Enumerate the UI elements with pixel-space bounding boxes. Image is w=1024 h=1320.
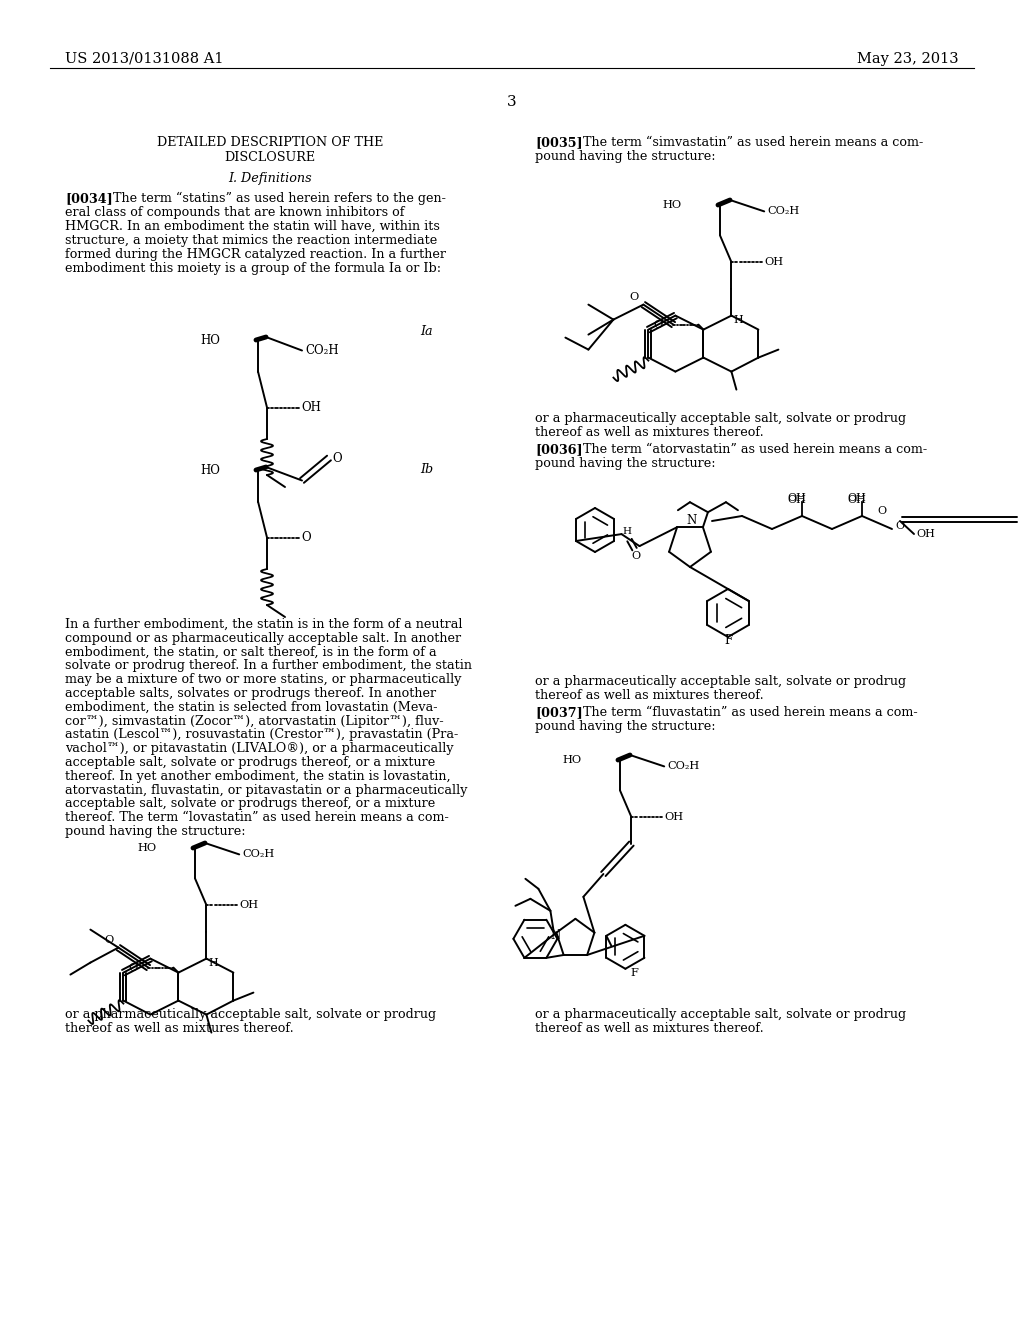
Text: HO: HO: [200, 334, 220, 346]
Text: OH: OH: [765, 257, 784, 267]
Text: [0034]: [0034]: [65, 191, 113, 205]
Text: H: H: [623, 527, 632, 536]
Text: HO: HO: [200, 463, 220, 477]
Text: HMGCR. In an embodiment the statin will have, within its: HMGCR. In an embodiment the statin will …: [65, 220, 440, 234]
Text: pound having the structure:: pound having the structure:: [535, 719, 716, 733]
Text: cor™), simvastatin (Zocor™), atorvastatin (Lipitor™), fluv-: cor™), simvastatin (Zocor™), atorvastati…: [65, 714, 443, 727]
Text: 3: 3: [507, 95, 517, 110]
Text: HO: HO: [138, 843, 157, 853]
Text: embodiment, the statin, or salt thereof, is in the form of a: embodiment, the statin, or salt thereof,…: [65, 645, 436, 659]
Text: HO: HO: [563, 755, 582, 766]
Text: F: F: [724, 635, 732, 648]
Text: thereof. The term “lovastatin” as used herein means a com-: thereof. The term “lovastatin” as used h…: [65, 812, 449, 824]
Text: O: O: [895, 521, 904, 531]
Text: thereof as well as mixtures thereof.: thereof as well as mixtures thereof.: [535, 689, 764, 702]
Text: acceptable salt, solvate or prodrugs thereof, or a mixture: acceptable salt, solvate or prodrugs the…: [65, 756, 435, 770]
Text: The term “atorvastatin” as used herein means a com-: The term “atorvastatin” as used herein m…: [583, 444, 927, 455]
Text: acceptable salts, solvates or prodrugs thereof. In another: acceptable salts, solvates or prodrugs t…: [65, 686, 436, 700]
Text: formed during the HMGCR catalyzed reaction. In a further: formed during the HMGCR catalyzed reacti…: [65, 248, 446, 261]
Text: pound having the structure:: pound having the structure:: [535, 150, 716, 162]
Text: OH: OH: [848, 495, 866, 506]
Text: or a pharmaceutically acceptable salt, solvate or prodrug: or a pharmaceutically acceptable salt, s…: [535, 1008, 906, 1020]
Text: O: O: [632, 552, 641, 561]
Text: embodiment, the statin is selected from lovastatin (Meva-: embodiment, the statin is selected from …: [65, 701, 437, 714]
Text: pound having the structure:: pound having the structure:: [65, 825, 246, 838]
Text: OH: OH: [665, 812, 684, 822]
Text: OH: OH: [848, 492, 866, 503]
Text: O: O: [128, 962, 137, 973]
Text: OH: OH: [301, 401, 322, 414]
Text: US 2013/0131088 A1: US 2013/0131088 A1: [65, 51, 223, 66]
Text: O: O: [104, 935, 114, 945]
Text: H: H: [209, 957, 218, 968]
Text: OH: OH: [240, 900, 259, 909]
Text: thereof as well as mixtures thereof.: thereof as well as mixtures thereof.: [535, 426, 764, 440]
Text: or a pharmaceutically acceptable salt, solvate or prodrug: or a pharmaceutically acceptable salt, s…: [535, 412, 906, 425]
Text: atorvastatin, fluvastatin, or pitavastatin or a pharmaceutically: atorvastatin, fluvastatin, or pitavastat…: [65, 784, 468, 796]
Text: I. Definitions: I. Definitions: [228, 172, 312, 185]
Text: The term “fluvastatin” as used herein means a com-: The term “fluvastatin” as used herein me…: [583, 706, 918, 719]
Text: or a pharmaceutically acceptable salt, solvate or prodrug: or a pharmaceutically acceptable salt, s…: [535, 675, 906, 688]
Text: OH: OH: [787, 495, 807, 506]
Text: eral class of compounds that are known inhibitors of: eral class of compounds that are known i…: [65, 206, 404, 219]
Text: compound or as pharmaceutically acceptable salt. In another: compound or as pharmaceutically acceptab…: [65, 632, 461, 644]
Text: Ia: Ia: [420, 325, 432, 338]
Text: structure, a moiety that mimics the reaction intermediate: structure, a moiety that mimics the reac…: [65, 234, 437, 247]
Text: CO₂H: CO₂H: [767, 206, 800, 216]
Text: thereof. In yet another embodiment, the statin is lovastatin,: thereof. In yet another embodiment, the …: [65, 770, 451, 783]
Text: O: O: [653, 319, 663, 330]
Text: thereof as well as mixtures thereof.: thereof as well as mixtures thereof.: [535, 1022, 764, 1035]
Text: pound having the structure:: pound having the structure:: [535, 457, 716, 470]
Text: [0036]: [0036]: [535, 444, 583, 455]
Text: May 23, 2013: May 23, 2013: [857, 51, 959, 66]
Text: DISCLOSURE: DISCLOSURE: [224, 150, 315, 164]
Text: N: N: [687, 515, 697, 528]
Text: F: F: [631, 968, 638, 978]
Text: OH: OH: [916, 529, 935, 539]
Text: O: O: [332, 451, 342, 465]
Text: O: O: [301, 531, 311, 544]
Text: Ib: Ib: [420, 463, 433, 477]
Text: DETAILED DESCRIPTION OF THE: DETAILED DESCRIPTION OF THE: [157, 136, 383, 149]
Text: or a pharmaceutically acceptable salt, solvate or prodrug: or a pharmaceutically acceptable salt, s…: [65, 1008, 436, 1020]
Text: thereof as well as mixtures thereof.: thereof as well as mixtures thereof.: [65, 1022, 294, 1035]
Text: [0035]: [0035]: [535, 136, 583, 149]
Text: may be a mixture of two or more statins, or pharmaceutically: may be a mixture of two or more statins,…: [65, 673, 462, 686]
Text: [0037]: [0037]: [535, 706, 583, 719]
Text: CO₂H: CO₂H: [668, 762, 699, 771]
Text: OH: OH: [787, 492, 807, 503]
Text: HO: HO: [663, 201, 682, 210]
Text: astatin (Lescol™), rosuvastatin (Crestor™), pravastatin (Pra-: astatin (Lescol™), rosuvastatin (Crestor…: [65, 729, 459, 742]
Text: solvate or prodrug thereof. In a further embodiment, the statin: solvate or prodrug thereof. In a further…: [65, 660, 472, 672]
Text: H: H: [733, 314, 743, 325]
Text: The term “simvastatin” as used herein means a com-: The term “simvastatin” as used herein me…: [583, 136, 924, 149]
Text: embodiment this moiety is a group of the formula Ia or Ib:: embodiment this moiety is a group of the…: [65, 261, 441, 275]
Text: vachol™), or pitavastatin (LIVALO®), or a pharmaceutically: vachol™), or pitavastatin (LIVALO®), or …: [65, 742, 454, 755]
Text: N: N: [550, 929, 560, 942]
Text: CO₂H: CO₂H: [243, 849, 274, 859]
Text: In a further embodiment, the statin is in the form of a neutral: In a further embodiment, the statin is i…: [65, 618, 463, 631]
Text: O: O: [630, 292, 639, 301]
Text: O: O: [878, 506, 887, 516]
Text: CO₂H: CO₂H: [305, 345, 339, 356]
Text: The term “statins” as used herein refers to the gen-: The term “statins” as used herein refers…: [113, 191, 445, 205]
Text: acceptable salt, solvate or prodrugs thereof, or a mixture: acceptable salt, solvate or prodrugs the…: [65, 797, 435, 810]
